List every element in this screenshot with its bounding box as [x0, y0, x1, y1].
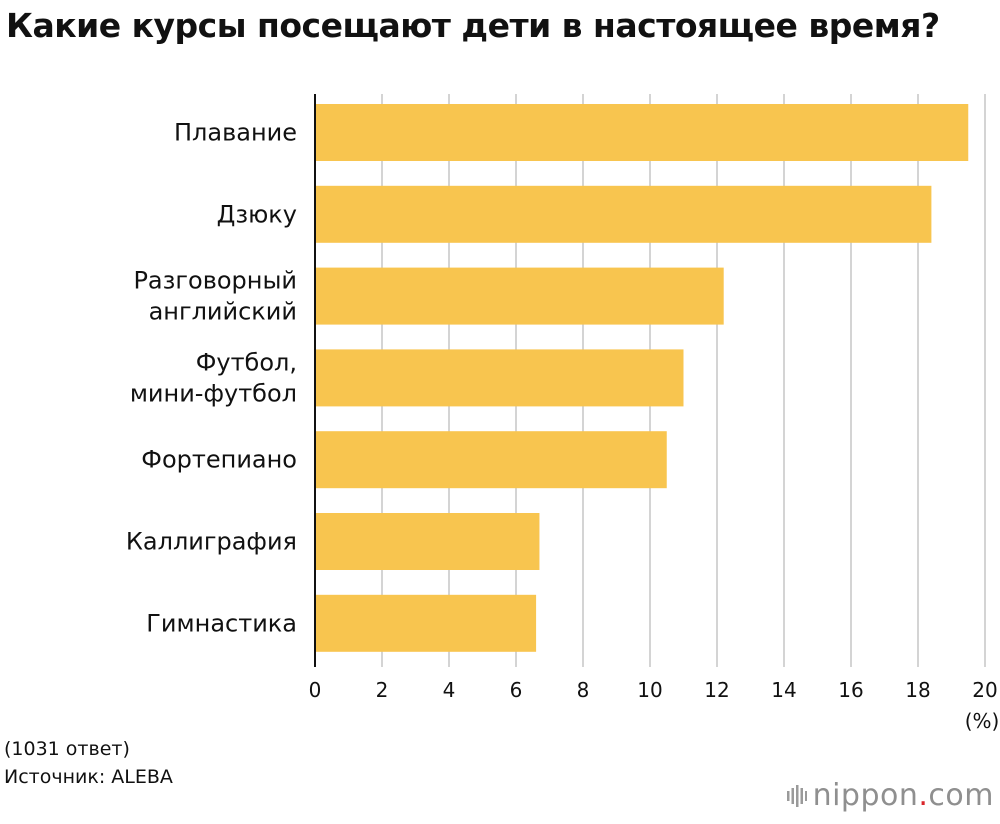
bar — [315, 104, 969, 161]
x-tick-labels: 0 2 4 6 8 10 12 14 16 18 20 — [309, 678, 998, 702]
x-tick-label: 2 — [376, 678, 389, 702]
x-tick-label: 14 — [771, 678, 796, 702]
source-note: Источник: ALEBA — [4, 766, 173, 788]
logo-tld: com — [928, 778, 994, 813]
category-label: Разговорный английский — [133, 267, 297, 326]
category-label: Фортепиано — [141, 446, 297, 474]
bar — [315, 349, 684, 407]
bars — [315, 104, 969, 652]
x-tick-label: 12 — [704, 678, 729, 702]
category-label: Каллиграфия — [126, 528, 297, 556]
respondents-note: (1031 ответ) — [4, 738, 130, 760]
x-tick-label: 20 — [972, 678, 997, 702]
bar — [315, 431, 667, 489]
category-label: Гимнастика — [146, 609, 297, 637]
x-tick-label: 8 — [577, 678, 590, 702]
x-tick-label: 0 — [309, 678, 322, 702]
bar — [315, 513, 540, 570]
category-label: Дзюку — [217, 200, 297, 228]
nippon-bars-logo-icon — [786, 784, 807, 807]
x-axis-unit-label: (%) — [965, 709, 1000, 733]
x-tick-label: 4 — [443, 678, 456, 702]
logo-dot: . — [918, 778, 929, 813]
x-tick-label: 6 — [510, 678, 523, 702]
category-label: Плавание — [174, 119, 297, 147]
bar — [315, 594, 537, 652]
category-labels: Плавание Дзюку Разговорный английский Футбол… — [126, 119, 297, 638]
bar — [315, 185, 932, 243]
chart-title: Какие курсы посещают дети в настоящее вр… — [6, 6, 940, 45]
x-tick-label: 10 — [637, 678, 662, 702]
x-tick-label: 16 — [838, 678, 863, 702]
bar — [315, 267, 724, 325]
logo-name: nippon — [812, 778, 919, 813]
nippon-logo[interactable]: nippon.com — [786, 778, 994, 813]
category-label: Футбол, мини-футбол — [130, 348, 297, 407]
logo-text: nippon.com — [813, 778, 994, 813]
x-tick-label: 18 — [905, 678, 930, 702]
